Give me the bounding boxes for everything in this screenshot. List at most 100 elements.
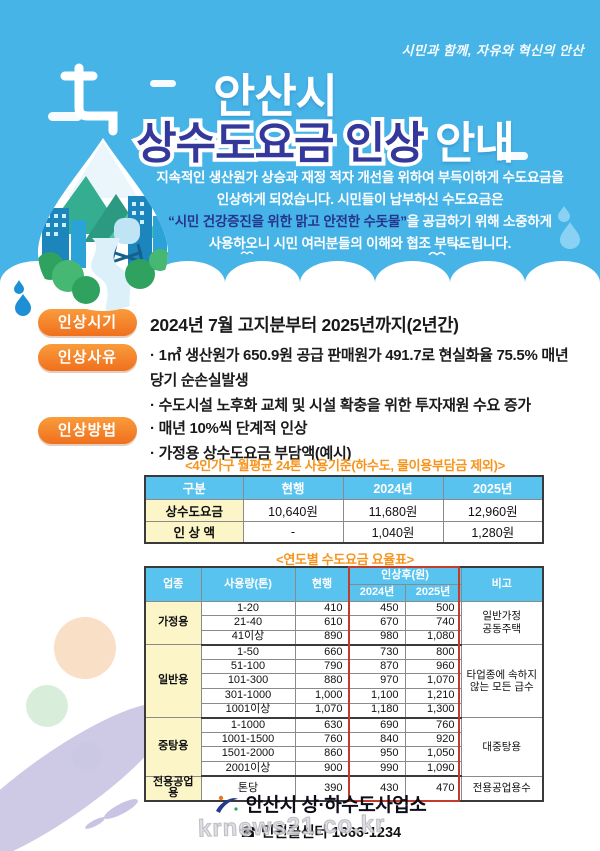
cloud-icon [150,80,176,87]
table-cell: 660 [294,644,350,660]
table-cell: - [242,520,344,544]
table1-caption: <4인가구 월평균 24톤 사용기준(하수도, 물이용부담금 제외)> [185,458,505,473]
table-cell: 870 [348,658,406,675]
method-bullet-2: 가정용 상수도요금 부담액(예시) [150,441,595,466]
table-row: 301-1000 1,000 1,100 1,210 [145,688,543,704]
table-cell: 790 [294,658,350,675]
bird-icon [428,251,446,256]
row-label: 인 상 액 [144,520,244,544]
table-cell: 800 [404,644,462,660]
table-cell: 1,070 [294,702,350,719]
header-cell: 현행 [294,566,350,602]
category-cell: 가정용 [144,600,202,646]
category-cell: 전용공업용 [144,775,202,802]
note-cell: 대중탕용 [460,717,544,777]
table-cell: 410 [294,600,350,617]
table-cell: 1-20 [200,600,296,617]
section-label-period: 인상시기 [38,309,137,336]
title-highlight-outline: 상수도요금 인상 [132,115,429,172]
table-cell: 1-50 [200,644,296,660]
table-row: 41이상 890 980 1,080 [145,629,543,646]
table-cell: 890 [294,629,350,646]
table-cell: 1,000 [294,688,350,704]
table-cell: 760 [294,731,350,748]
table-cell: 1-1000 [200,717,296,733]
page-title-city: 안산시 [213,70,338,122]
table-row: 인 상 액 - 1,040원 1,280원 [144,520,544,544]
table-row: 1001이상 1,070 1,180 1,300 [145,702,543,719]
table-row: 상수도요금 10,640원 11,680원 12,960원 [144,498,544,522]
row-label: 상수도요금 [144,498,244,522]
period-text: 2024년 7월 고지분부터 2025년까지(2년간) [150,315,459,335]
header-cell: 구분 [144,475,244,500]
table-cell: 610 [294,615,350,631]
table-cell: 101-300 [200,673,296,690]
table-cell: 970 [348,673,406,690]
table-row: 101-300 880 970 1,070 [145,673,543,690]
table-cell: 12,960원 [442,498,544,522]
intro-paragraph: 지속적인 생산원가 상승과 재정 적자 개선을 위하여 부득이하게 수도요금을 … [150,167,570,255]
table-cell: 301-1000 [200,688,296,704]
header-cell: 인상후(원) [348,566,462,585]
section-label-method: 인상방법 [38,417,137,444]
table-cell: 10,640원 [242,498,344,522]
cloud-icon [498,152,528,160]
reason-bullet-2: 수도시설 노후화 교체 및 시설 확충을 위한 투자재원 수요 증가 [150,393,595,418]
table-cell: 840 [348,731,406,748]
bird-icon [452,243,466,247]
table-cell: 920 [404,731,462,748]
table-cell: 2001이상 [200,761,296,778]
table-row: 일반용 1-50 660 730 800 타업종에 속하지 않는 모든 급수 [144,644,544,719]
table-cell: 980 [348,629,406,646]
header-cell: 업종 [144,566,202,602]
table-cell: 730 [348,644,406,660]
category-cell: 일반용 [144,644,202,719]
bird-icon [240,251,254,255]
table-cell: 1,050 [404,746,462,763]
table-header-row: 구분 현행 2024년 2025년 [144,475,544,500]
table-row: 21-40 610 670 740 [145,615,543,631]
table-row: 1501-2000 860 950 1,050 [145,746,543,763]
water-drop-illustration [38,63,168,311]
table-cell: 450 [348,600,406,617]
table2-caption: <연도별 수도요금 요율표> [276,552,414,567]
title-highlight: 상수도요금 인상 [136,119,425,168]
intro-line-3: “시민 건강증진을 위한 맑고 안전한 수돗물”을 공급하기 위해 소중하게 [150,211,570,233]
header-cell: 현행 [242,475,344,500]
watermark: krnews21.co.kr [197,810,386,843]
water-droplet-icon [558,206,580,249]
table-cell: 1001-1500 [200,731,296,748]
note-cell: 일반가정 공동주택 [460,600,544,646]
cloud-icon [48,112,82,121]
table-cell: 톤당 [200,775,296,802]
table-cell: 1,100 [348,688,406,704]
category-cell: 중탕용 [144,717,202,777]
table-cell: 960 [404,658,462,675]
table-cell: 900 [294,761,350,778]
reason-bullets: 1㎥ 생산원가 650.9원 공급 판매원가 491.7로 현실화율 75.5%… [150,343,595,418]
table-cell: 470 [404,775,462,802]
table-cell: 1,280원 [442,520,544,544]
table-cell: 1,180 [348,702,406,719]
table-cell: 1,080 [404,629,462,646]
reason-bullet-1: 1㎥ 생산원가 650.9원 공급 판매원가 491.7로 현실화율 75.5%… [150,343,595,393]
table-header-row: 2024년 2025년 [145,583,543,602]
table-cell: 860 [294,746,350,763]
rate-table-wrapper: 업종 사용량(톤) 현행 인상후(원) 비고 2024년 2025년 가정용 1… [144,566,544,802]
page-title-main: 상수도요금 인상 상수도요금 인상 안내 [80,107,570,172]
decorative-circle [26,685,68,727]
table-cell: 630 [294,717,350,733]
table-cell: 21-40 [200,615,296,631]
note-cell: 전용공업용수 [460,775,544,802]
table-cell: 1,300 [404,702,462,719]
table-cell: 1501-2000 [200,746,296,763]
header-cell: 2024년 [342,475,444,500]
table-cell: 760 [404,717,462,733]
table-cell: 740 [404,615,462,631]
intro-line-2: 인상하게 되었습니다. 시민들이 납부하신 수도요금은 [216,192,504,207]
table-row: 가정용 1-20 410 450 500 일반가정 공동주택 [144,600,544,646]
method-bullet-1: 매년 10%씩 단계적 인상 [150,416,595,441]
table-cell: 1,090 [404,761,462,778]
header-cell: 사용량(톤) [200,566,296,602]
intro-line-1: 지속적인 생산원가 상승과 재정 적자 개선을 위하여 부득이하게 수도요금을 [156,170,564,185]
